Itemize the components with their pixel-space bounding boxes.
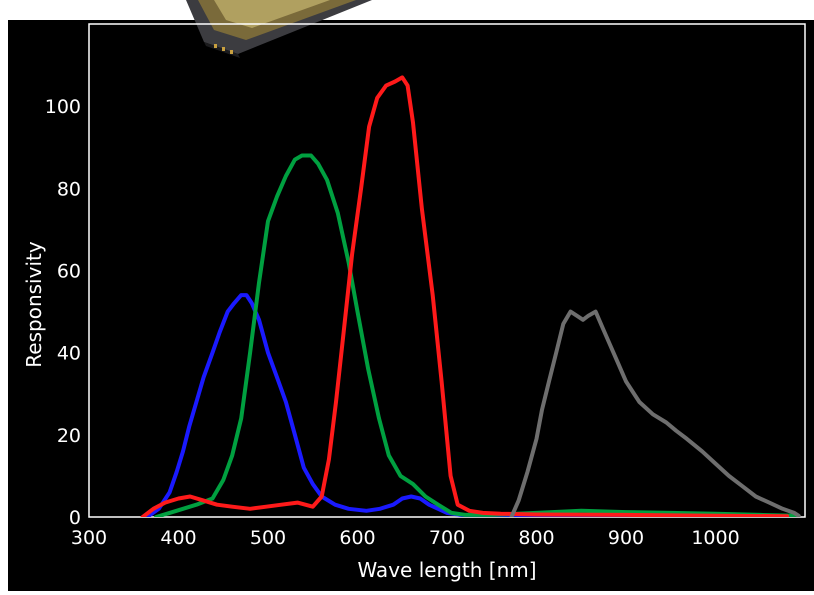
plot-area-frame <box>88 23 806 518</box>
y-axis: 0 20 40 60 80 100 <box>45 96 81 529</box>
x-tick-label: 600 <box>339 527 375 549</box>
y-tick-label: 20 <box>57 425 81 447</box>
x-tick-label: 400 <box>160 527 196 549</box>
y-tick-label: 0 <box>69 507 81 529</box>
x-tick-label: 700 <box>429 527 465 549</box>
x-tick-label: 800 <box>518 527 554 549</box>
x-tick-label: 900 <box>608 527 644 549</box>
y-axis-label: Responsivity <box>22 241 46 368</box>
sensor-chip-image <box>186 0 372 58</box>
y-tick-label: 60 <box>57 261 81 283</box>
series-line-4 <box>509 309 801 517</box>
series-line-3 <box>140 75 790 517</box>
x-axis-label: Wave length [nm] <box>357 558 536 582</box>
x-tick-label: 1000 <box>691 527 739 549</box>
y-tick-label: 100 <box>45 96 81 118</box>
x-tick-label: 500 <box>250 527 286 549</box>
x-tick-label: 300 <box>71 527 107 549</box>
x-axis: 300 400 500 600 700 800 900 1000 <box>71 527 740 549</box>
y-tick-label: 80 <box>57 178 81 200</box>
series-layer <box>140 75 801 517</box>
y-tick-label: 40 <box>57 343 81 365</box>
